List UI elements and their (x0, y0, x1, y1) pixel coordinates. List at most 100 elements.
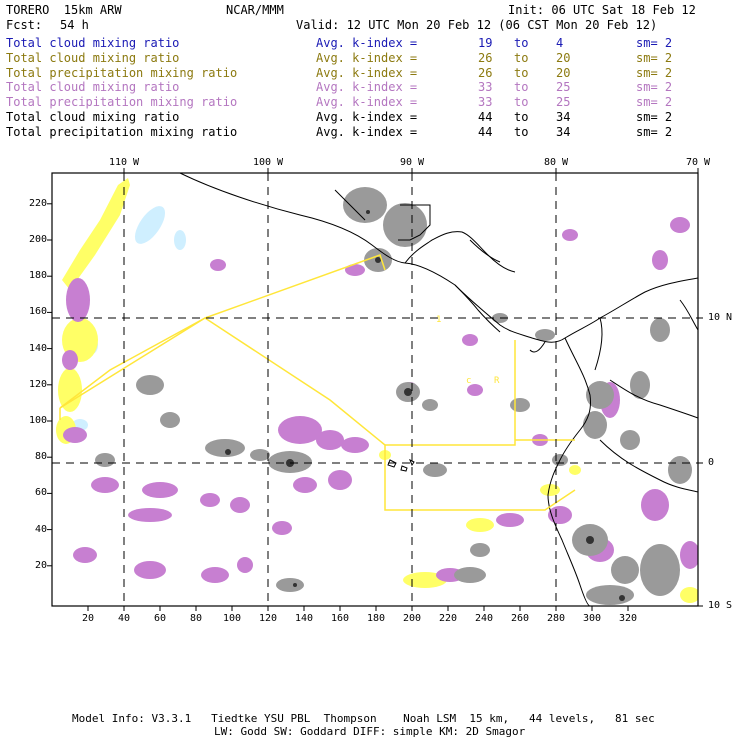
region-label-1: 1 (436, 315, 441, 325)
y-tick-label: 220 (28, 197, 47, 209)
legend-avg: Avg. k-index = (316, 110, 418, 124)
legend-row: Total cloud mixing ratio Avg. k-index = 44… (6, 110, 736, 124)
forecast-hours: 54 h (60, 18, 89, 32)
legend-row: Total cloud mixing ratio Avg. k-index = 26… (6, 51, 736, 65)
y-tick-label: 200 (28, 234, 47, 245)
x-tick-label: 200 (402, 613, 422, 624)
legend-sm: sm= 2 (636, 110, 673, 124)
legend-k-to: 4 (556, 36, 564, 50)
y-tick-label: 80 (34, 451, 47, 463)
legend-to: to (514, 124, 529, 139)
legend-avg: Avg. k-index = (316, 50, 418, 65)
gray-cloud-layer (95, 187, 692, 605)
x-tick-label: 100 (222, 613, 242, 624)
legend-field: Total precipitation mixing ratio (6, 124, 238, 139)
y-tick-label: 160 (28, 306, 47, 318)
analysis-regions (59, 254, 576, 511)
legend-k-to: 25 (556, 95, 571, 110)
legend-k-from: 44 (478, 110, 493, 124)
x-tick-label: 160 (330, 613, 350, 624)
legend-k-to: 34 (556, 110, 571, 124)
light-cloud-layer (72, 206, 186, 431)
legend-k-to: 25 (556, 80, 571, 95)
legend-k-from: 44 (478, 124, 493, 139)
legend-sm: sm= 2 (636, 50, 673, 65)
x-tick-label: 280 (546, 613, 566, 624)
y-tick-label: 20 (34, 559, 47, 571)
coastlines (179, 173, 698, 606)
longitude-label: 70 W (685, 157, 711, 168)
x-tick-label: 260 (510, 613, 530, 624)
latitude-label: 10 N (708, 312, 733, 323)
legend-field: Total precipitation mixing ratio (6, 65, 238, 80)
y-tick-label: 180 (28, 270, 47, 282)
longitude-label: 110 W (108, 157, 140, 168)
x-tick-label: 40 (117, 613, 131, 624)
legend-k-from: 26 (478, 65, 493, 80)
legend-k-from: 33 (478, 95, 493, 110)
y-tick-label: 40 (34, 523, 47, 535)
center-label: NCAR/MMM (226, 3, 284, 17)
legend-row: Total precipitation mixing ratio Avg. k-i… (6, 95, 736, 109)
y-tick-label: 100 (28, 415, 47, 426)
latlon-grid (52, 173, 698, 606)
model-title: TORERO 15km ARW (6, 3, 122, 17)
legend-row: Total cloud mixing ratio Avg. k-index = 33… (6, 80, 736, 94)
longitude-label: 80 W (543, 157, 569, 168)
legend-sm: sm= 2 (636, 124, 673, 139)
footer-model-info: Model Info: V3.3.1 Tiedtke YSU PBL Thomp… (72, 712, 655, 725)
legend-to: to (514, 65, 529, 80)
legend-sm: sm= 2 (636, 95, 673, 110)
y-tick-label: 120 (28, 378, 47, 390)
x-tick-label: 140 (294, 613, 314, 624)
axis-tickmarks (47, 168, 703, 611)
legend-k-from: 33 (478, 80, 493, 95)
legend-row: Total cloud mixing ratio Avg. k-index = 19… (6, 36, 736, 50)
legend-sm: sm= 2 (636, 36, 673, 50)
footer-physics-info: LW: Godd SW: Goddard DIFF: simple KM: 2D… (214, 725, 526, 738)
legend-avg: Avg. k-index = (316, 36, 418, 50)
longitude-label: 100 W (252, 157, 284, 168)
x-tick-label: 80 (189, 613, 203, 624)
x-tick-label: 300 (582, 613, 602, 624)
legend-k-to: 20 (556, 50, 571, 65)
plot-frame (51, 172, 699, 607)
legend-to: to (514, 95, 529, 110)
region-label-2: c (466, 376, 471, 386)
legend-k-to: 20 (556, 65, 571, 80)
legend-to: to (514, 36, 529, 50)
x-tick-label: 120 (258, 613, 278, 624)
legend-avg: Avg. k-index = (316, 80, 418, 95)
legend-row: Total precipitation mixing ratio Avg. k-i… (6, 125, 736, 139)
longitude-label: 90 W (399, 157, 425, 168)
x-tick-label: 180 (366, 613, 386, 624)
init-time: Init: 06 UTC Sat 18 Feb 12 (508, 3, 696, 17)
legend-sm: sm= 2 (636, 65, 673, 80)
legend-avg: Avg. k-index = (316, 95, 418, 110)
legend-field: Total cloud mixing ratio (6, 50, 180, 65)
y-tick-label: 60 (34, 487, 47, 499)
x-tick-label: 20 (81, 613, 95, 624)
legend-avg: Avg. k-index = (316, 65, 418, 80)
region-label-3: R (494, 376, 500, 386)
y-tick-label: 140 (28, 342, 47, 354)
x-tick-label: 320 (618, 613, 638, 624)
legend-sm: sm= 2 (636, 80, 673, 95)
legend-row: Total precipitation mixing ratio Avg. k-i… (6, 66, 736, 80)
legend-to: to (514, 80, 529, 95)
legend-to: to (514, 50, 529, 65)
map-fields: 1 c R (52, 173, 698, 606)
valid-time: Valid: 12 UTC Mon 20 Feb 12 (06 CST Mon … (296, 18, 658, 32)
forecast-label: Fcst: (6, 18, 43, 32)
legend-field: Total cloud mixing ratio (6, 80, 180, 95)
latitude-label: 0 (708, 457, 715, 468)
x-tick-label: 220 (438, 613, 458, 624)
legend-avg: Avg. k-index = (316, 124, 418, 139)
x-tick-label: 60 (153, 613, 167, 624)
legend-field: Total cloud mixing ratio (6, 36, 180, 50)
x-tick-label: 240 (474, 613, 494, 624)
legend-to: to (514, 110, 529, 124)
legend-field: Total cloud mixing ratio (6, 110, 180, 124)
legend-field: Total precipitation mixing ratio (6, 95, 238, 110)
